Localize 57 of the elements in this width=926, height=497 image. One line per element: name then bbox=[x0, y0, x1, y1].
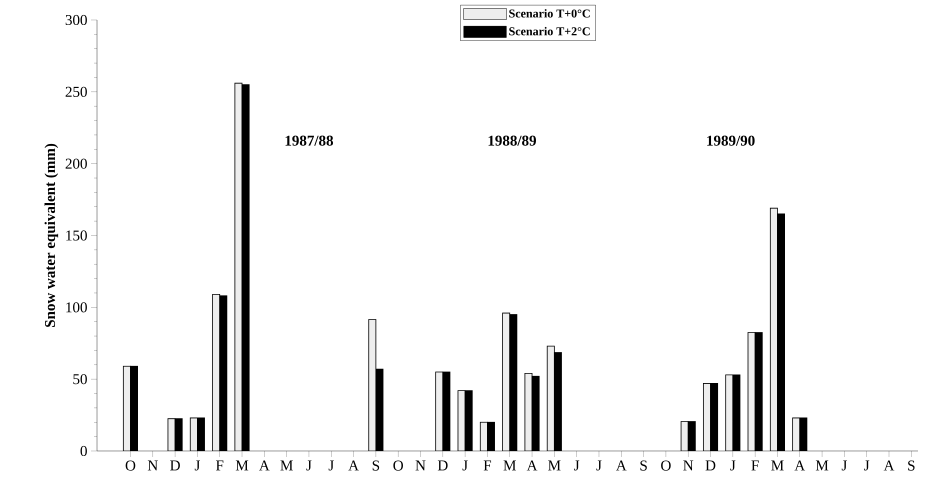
y-tick-label: 200 bbox=[66, 158, 87, 169]
x-tick-label: S bbox=[372, 460, 380, 471]
bar bbox=[122, 366, 131, 451]
x-tick-label: O bbox=[126, 460, 136, 471]
bar bbox=[546, 346, 555, 451]
x-tick-label: J bbox=[596, 460, 602, 470]
x-tick-label: J bbox=[864, 460, 870, 470]
x-tick-label: F bbox=[216, 460, 224, 470]
x-tick-label: J bbox=[462, 460, 468, 470]
x-tick-label: J bbox=[306, 460, 312, 470]
y-tick-label: 300 bbox=[66, 14, 87, 26]
y-tick-label: 100 bbox=[66, 302, 87, 312]
x-tick-label: A bbox=[526, 460, 538, 470]
annotation: 1987/88 bbox=[286, 136, 334, 146]
bar bbox=[770, 208, 778, 451]
y-tick-label: 250 bbox=[66, 86, 87, 97]
x-tick-label: J bbox=[328, 460, 334, 470]
x-tick-label: D bbox=[170, 460, 180, 470]
y-tick-label: 50 bbox=[73, 374, 87, 384]
x-tick-label: J bbox=[574, 460, 580, 470]
x-tick-label: O bbox=[393, 460, 403, 471]
x-tick-label: A bbox=[884, 460, 894, 470]
y-tick-label: 0 bbox=[80, 446, 87, 456]
bar bbox=[725, 374, 734, 451]
x-tick-label: N bbox=[683, 460, 694, 470]
annotation: 1988/89 bbox=[488, 136, 536, 146]
annotation: 1989/90 bbox=[707, 136, 755, 146]
x-tick-label: M bbox=[816, 460, 828, 470]
legend-label: Scenario T+0°C bbox=[509, 9, 590, 18]
x-tick-label: N bbox=[416, 460, 426, 470]
x-tick-label: A bbox=[616, 460, 627, 470]
legend-label: Scenario T+2°C bbox=[509, 26, 590, 36]
bar bbox=[502, 312, 510, 451]
x-tick-label: S bbox=[908, 460, 915, 471]
y-tick-label: 150 bbox=[66, 230, 87, 241]
bar bbox=[212, 294, 220, 451]
bar bbox=[368, 319, 376, 451]
x-tick-label: A bbox=[794, 460, 806, 470]
x-tick-label: J bbox=[194, 460, 200, 470]
x-tick-label: A bbox=[259, 460, 270, 470]
x-tick-label: M bbox=[280, 460, 293, 470]
x-tick-label: M bbox=[548, 460, 561, 470]
x-tick-label: F bbox=[484, 460, 492, 470]
y-axis-title: Snow water equivalent (mm) bbox=[44, 144, 58, 327]
x-tick-label: M bbox=[236, 460, 248, 470]
x-tick-label: S bbox=[640, 460, 647, 471]
x-tick-label: M bbox=[771, 460, 784, 470]
x-tick-label: J bbox=[730, 460, 736, 470]
x-tick-label: N bbox=[148, 460, 158, 470]
x-tick-label: M bbox=[504, 460, 516, 470]
x-tick-label: O bbox=[661, 460, 671, 471]
x-tick-label: D bbox=[438, 460, 448, 470]
x-tick-label: J bbox=[842, 460, 847, 470]
bar bbox=[435, 372, 444, 451]
x-tick-label: F bbox=[751, 460, 759, 470]
x-tick-label: D bbox=[706, 460, 716, 470]
x-tick-label: A bbox=[348, 460, 359, 470]
